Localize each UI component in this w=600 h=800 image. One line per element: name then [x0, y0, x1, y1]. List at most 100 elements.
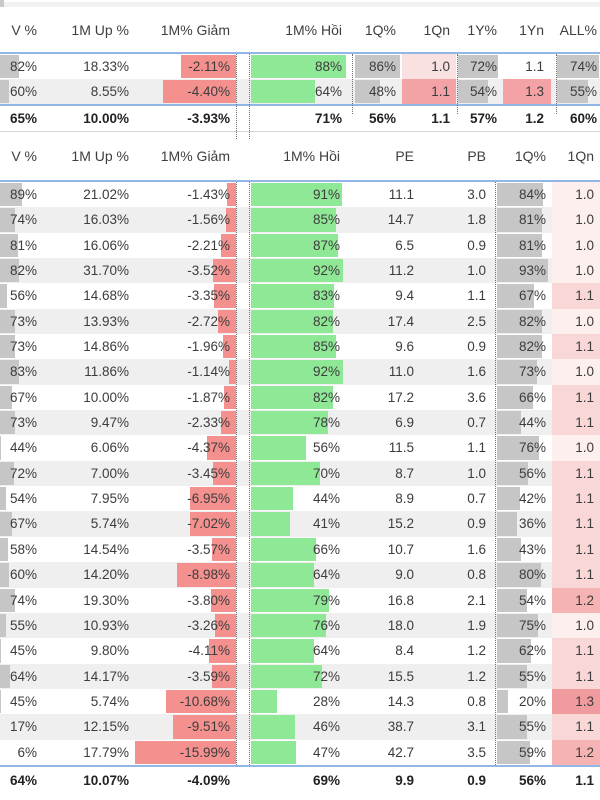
data-cell-up-pct[interactable]: 16.06%: [45, 233, 135, 258]
data-cell-up-pct[interactable]: 14.68%: [45, 283, 135, 308]
data-cell-qn[interactable]: 1.1: [552, 283, 600, 309]
data-cell-up-pct[interactable]: 11.86%: [45, 359, 135, 384]
data-cell-pe[interactable]: 11.2: [345, 258, 420, 283]
total-cell-v-pct[interactable]: 65%: [0, 106, 45, 131]
data-cell-hoi-pct[interactable]: 85%: [251, 334, 345, 359]
data-cell-pe[interactable]: 6.9: [345, 410, 420, 435]
data-cell-hoi-pct[interactable]: 64%: [251, 562, 345, 587]
data-cell-v-pct[interactable]: 45%: [0, 689, 45, 714]
data-cell-up-pct[interactable]: 9.80%: [45, 638, 135, 663]
data-cell-qn[interactable]: 1.1: [552, 486, 600, 512]
data-cell-pe[interactable]: 8.9: [345, 486, 420, 511]
data-cell-giam-pct[interactable]: -2.72%: [135, 309, 236, 334]
data-cell-hoi-pct[interactable]: 44%: [251, 486, 345, 511]
data-cell-v-pct[interactable]: 6%: [0, 740, 45, 765]
data-cell-q-pct[interactable]: 76%: [497, 435, 552, 460]
data-cell-v-pct[interactable]: 89%: [0, 182, 45, 207]
data-cell-v-pct[interactable]: 17%: [0, 714, 45, 739]
data-cell-pe[interactable]: 17.2: [345, 385, 420, 410]
total-cell-qn[interactable]: 1.1: [552, 767, 600, 795]
total-cell-giam-pct[interactable]: -4.09%: [135, 767, 236, 795]
data-cell-pb[interactable]: 3.0: [420, 182, 492, 207]
data-cell-hoi-pct[interactable]: 82%: [251, 309, 345, 334]
header-cell-y-pct[interactable]: 1Y%: [458, 8, 503, 52]
data-cell-hoi-pct[interactable]: 72%: [251, 664, 345, 689]
total-cell-giam-pct[interactable]: -3.93%: [135, 106, 236, 131]
data-cell-pb[interactable]: 1.8: [420, 207, 492, 232]
data-cell-v-pct[interactable]: 73%: [0, 309, 45, 334]
data-cell-q-pct[interactable]: 48%: [355, 79, 402, 104]
data-cell-hoi-pct[interactable]: 64%: [251, 638, 345, 663]
data-cell-up-pct[interactable]: 13.93%: [45, 309, 135, 334]
data-cell-pe[interactable]: 6.5: [345, 233, 420, 258]
header-cell-yn[interactable]: 1Yn: [503, 8, 551, 52]
data-cell-v-pct[interactable]: 54%: [0, 486, 45, 511]
data-cell-giam-pct[interactable]: -3.59%: [135, 664, 236, 689]
data-cell-yn[interactable]: 1.1: [503, 54, 551, 79]
data-cell-qn[interactable]: 1.2: [552, 587, 600, 613]
data-cell-giam-pct[interactable]: -9.51%: [135, 714, 236, 739]
data-cell-pb[interactable]: 1.0: [420, 461, 492, 486]
header-cell-pb[interactable]: PB: [420, 132, 492, 180]
data-cell-v-pct[interactable]: 55%: [0, 613, 45, 638]
data-cell-pb[interactable]: 2.1: [420, 588, 492, 613]
header-cell-giam-pct[interactable]: 1M% Giảm: [135, 8, 236, 52]
data-cell-pe[interactable]: 15.2: [345, 511, 420, 536]
header-cell-all-pct[interactable]: ALL%: [557, 8, 600, 52]
data-cell-v-pct[interactable]: 60%: [0, 79, 45, 104]
data-cell-giam-pct[interactable]: -2.21%: [135, 233, 236, 258]
data-cell-giam-pct[interactable]: -8.98%: [135, 562, 236, 587]
data-cell-qn[interactable]: 1.1: [552, 714, 600, 740]
data-cell-pe[interactable]: 9.0: [345, 562, 420, 587]
data-cell-up-pct[interactable]: 17.79%: [45, 740, 135, 765]
total-cell-hoi-pct[interactable]: 69%: [251, 767, 345, 795]
data-cell-qn[interactable]: 1.1: [552, 460, 600, 487]
header-cell-qn[interactable]: 1Qn: [402, 8, 456, 52]
data-cell-up-pct[interactable]: 6.06%: [45, 435, 135, 460]
data-cell-v-pct[interactable]: 67%: [0, 385, 45, 410]
data-cell-up-pct[interactable]: 10.00%: [45, 385, 135, 410]
data-cell-pb[interactable]: 1.0: [420, 258, 492, 283]
data-cell-giam-pct[interactable]: -1.43%: [135, 182, 236, 207]
data-cell-up-pct[interactable]: 7.95%: [45, 486, 135, 511]
data-cell-q-pct[interactable]: 73%: [497, 359, 552, 384]
data-cell-hoi-pct[interactable]: 41%: [251, 511, 345, 536]
header-cell-qn[interactable]: 1Qn: [552, 132, 600, 180]
header-cell-up-pct[interactable]: 1M Up %: [45, 8, 135, 52]
data-cell-up-pct[interactable]: 8.55%: [45, 79, 135, 104]
data-cell-qn[interactable]: 1.2: [552, 739, 600, 765]
data-cell-qn[interactable]: 1.0: [552, 308, 600, 335]
data-cell-hoi-pct[interactable]: 28%: [251, 689, 345, 714]
data-cell-giam-pct[interactable]: -10.68%: [135, 689, 236, 714]
data-cell-giam-pct[interactable]: -3.45%: [135, 461, 236, 486]
data-cell-giam-pct[interactable]: -7.02%: [135, 511, 236, 536]
data-cell-pb[interactable]: 0.9: [420, 511, 492, 536]
data-cell-q-pct[interactable]: 75%: [497, 613, 552, 638]
data-cell-q-pct[interactable]: 36%: [497, 511, 552, 536]
data-cell-up-pct[interactable]: 10.93%: [45, 613, 135, 638]
data-cell-hoi-pct[interactable]: 70%: [251, 461, 345, 486]
data-cell-up-pct[interactable]: 5.74%: [45, 511, 135, 536]
data-cell-q-pct[interactable]: 55%: [497, 664, 552, 689]
data-cell-q-pct[interactable]: 59%: [497, 740, 552, 765]
data-cell-up-pct[interactable]: 14.20%: [45, 562, 135, 587]
data-cell-qn[interactable]: 1.0: [552, 182, 600, 208]
total-cell-yn[interactable]: 1.2: [503, 106, 551, 131]
data-cell-q-pct[interactable]: 81%: [497, 207, 552, 232]
header-cell-v-pct[interactable]: V %: [0, 132, 45, 180]
data-cell-v-pct[interactable]: 73%: [0, 334, 45, 359]
data-cell-qn[interactable]: 1.1: [402, 79, 456, 104]
data-cell-pb[interactable]: 3.1: [420, 714, 492, 739]
data-cell-pb[interactable]: 1.2: [420, 638, 492, 663]
data-cell-q-pct[interactable]: 86%: [355, 54, 402, 79]
data-cell-pb[interactable]: 0.9: [420, 233, 492, 258]
data-cell-v-pct[interactable]: 45%: [0, 638, 45, 663]
data-cell-up-pct[interactable]: 31.70%: [45, 258, 135, 283]
data-cell-giam-pct[interactable]: -3.52%: [135, 258, 236, 283]
data-cell-v-pct[interactable]: 81%: [0, 233, 45, 258]
data-cell-yn[interactable]: 1.3: [503, 79, 551, 104]
header-cell-hoi-pct[interactable]: 1M% Hồi: [251, 132, 345, 180]
data-cell-giam-pct[interactable]: -3.35%: [135, 283, 236, 308]
data-cell-pe[interactable]: 11.1: [345, 182, 420, 207]
data-cell-giam-pct[interactable]: -3.26%: [135, 613, 236, 638]
